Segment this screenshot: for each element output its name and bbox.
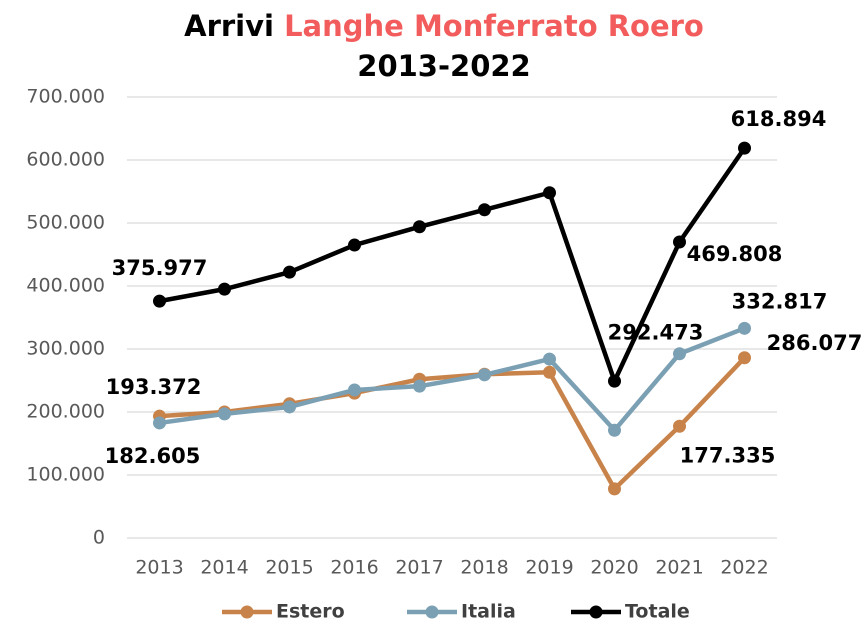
data-point — [608, 423, 621, 437]
legend-marker — [589, 605, 603, 619]
data-point — [413, 379, 426, 393]
chart-title: 2013-2022 — [357, 49, 530, 83]
y-tick-label: 400.000 — [26, 275, 105, 297]
x-tick-label: 2013 — [135, 557, 183, 579]
x-tick-label: 2019 — [525, 557, 573, 579]
y-tick-label: 700.000 — [26, 86, 105, 108]
chart-title: Arrivi Langhe Monferrato Roero — [184, 9, 704, 43]
data-label: 469.808 — [687, 242, 783, 266]
data-point — [673, 347, 686, 361]
title-part: Arrivi — [184, 9, 274, 43]
x-tick-label: 2022 — [720, 557, 768, 579]
x-tick-label: 2015 — [265, 557, 313, 579]
legend-label: Estero — [276, 601, 345, 623]
data-point — [543, 186, 556, 200]
data-point — [153, 416, 166, 430]
series-line — [159, 356, 747, 492]
data-point — [608, 482, 621, 496]
series-line — [159, 326, 746, 433]
data-point — [738, 351, 751, 365]
data-label: 292.473 — [608, 321, 704, 345]
x-tick-label: 2018 — [460, 557, 508, 579]
data-point — [478, 368, 491, 382]
data-point — [738, 321, 751, 335]
data-point — [673, 419, 686, 433]
y-tick-label: 500.000 — [26, 212, 105, 234]
legend-marker — [240, 605, 254, 619]
y-tick-label: 200.000 — [26, 401, 105, 423]
data-point — [543, 352, 556, 366]
data-point — [738, 141, 751, 155]
data-label: 286.077 — [767, 331, 863, 355]
title-part: Langhe Monferrato Roero — [284, 9, 704, 43]
data-point — [608, 374, 621, 388]
series-line — [159, 146, 747, 384]
y-tick-label: 0 — [93, 527, 105, 549]
legend-marker — [425, 605, 439, 619]
x-tick-label: 2017 — [395, 557, 443, 579]
data-point — [348, 238, 361, 252]
y-tick-label: 100.000 — [26, 464, 105, 486]
data-point — [153, 294, 166, 308]
data-point — [218, 282, 231, 296]
data-point — [673, 235, 686, 249]
x-tick-label: 2021 — [655, 557, 703, 579]
y-tick-label: 600.000 — [26, 149, 105, 171]
data-point — [218, 407, 231, 421]
data-label: 332.817 — [732, 289, 828, 313]
data-label: 193.372 — [106, 375, 202, 399]
data-label: 375.977 — [112, 256, 208, 280]
y-tick-label: 300.000 — [26, 338, 105, 360]
data-point — [283, 265, 296, 279]
x-tick-label: 2020 — [590, 557, 638, 579]
x-tick-label: 2016 — [330, 557, 378, 579]
data-point — [283, 400, 296, 414]
data-point — [478, 203, 491, 217]
data-label: 177.335 — [680, 443, 776, 467]
data-point — [413, 220, 426, 234]
data-label: 618.894 — [731, 107, 827, 131]
legend-label: Italia — [461, 601, 516, 623]
x-tick-label: 2014 — [200, 557, 248, 579]
data-point — [348, 383, 361, 397]
legend-label: Totale — [625, 601, 690, 623]
data-label: 182.605 — [105, 444, 201, 468]
data-point — [543, 365, 556, 379]
